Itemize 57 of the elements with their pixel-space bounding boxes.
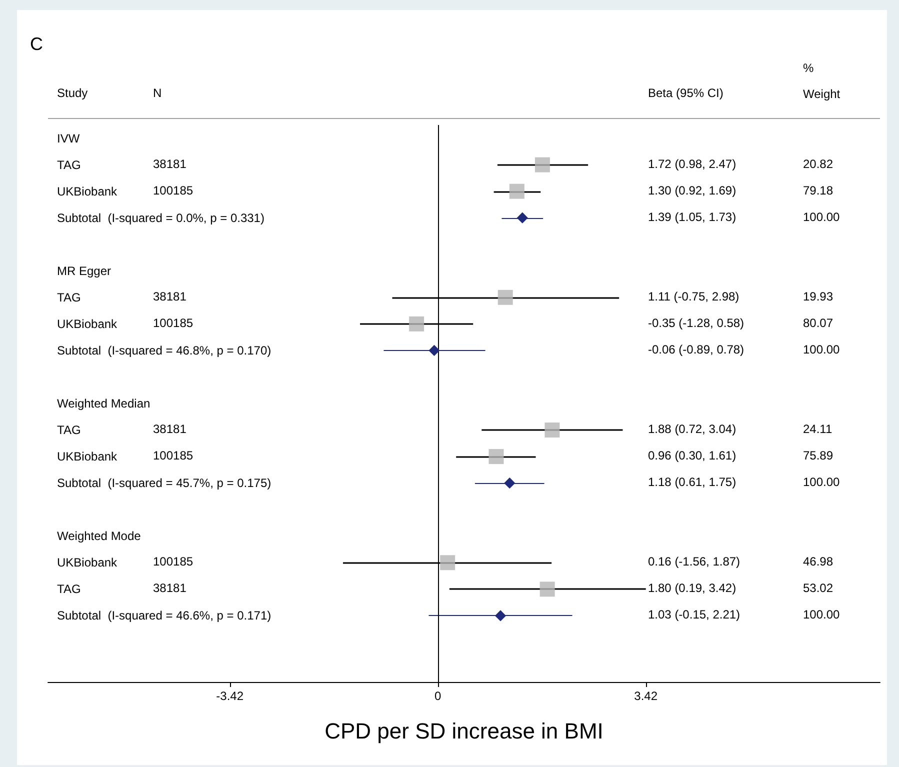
annotation: 1.03 (-0.15, 2.21)	[648, 608, 740, 622]
annotation: 100185	[153, 183, 194, 198]
y-tick-label: UKBiobank	[57, 556, 118, 570]
y2-tick-label: 100.00	[803, 342, 840, 356]
y2-tick-label: 75.89	[803, 448, 834, 463]
y2-tick-label: 19.93	[803, 289, 834, 304]
y-tick-label: TAG	[57, 290, 81, 304]
annotation: 1.30 (0.92, 1.69)	[648, 183, 736, 198]
y-tick-label: TAG	[57, 158, 81, 172]
annotation: 100185	[153, 316, 194, 330]
annotation: 1.18 (0.61, 1.75)	[648, 475, 736, 490]
text: Study	[57, 86, 88, 100]
y2-tick-label: 100.00	[803, 475, 840, 490]
annotation: 100185	[153, 554, 194, 569]
y-tick-label: UKBiobank	[57, 450, 118, 464]
y-tick-label: UKBiobank	[57, 316, 118, 331]
x-tick-label: 0	[434, 689, 442, 703]
y-tick-label: IVW	[57, 131, 80, 146]
text: N	[153, 86, 162, 100]
y2-tick-label: 80.07	[803, 316, 834, 330]
x-tick-label: -3.42	[216, 689, 244, 703]
x-axis-title: CPD per SD increase in BMI	[324, 718, 604, 744]
y2-tick-label: 24.11	[803, 422, 832, 436]
x-tick-label: 3.42	[634, 689, 658, 703]
annotation: 1.39 (1.05, 1.73)	[648, 210, 736, 224]
annotation: -0.35 (-1.28, 0.58)	[648, 316, 744, 330]
y-tick-label: Weighted Median	[57, 396, 150, 410]
y2-tick-label: 100.00	[803, 210, 840, 224]
text: % Weight	[803, 61, 841, 101]
text: C	[30, 34, 43, 54]
annotation: 38181	[153, 581, 187, 596]
y2-tick-label: 100.00	[803, 608, 840, 622]
annotation: 38181	[153, 156, 187, 171]
annotation: 100185	[153, 448, 194, 463]
y-tick-label: UKBiobank	[57, 184, 118, 198]
y2-tick-label: 79.18	[803, 183, 834, 198]
text: Beta (95% CI)	[648, 86, 724, 100]
annotation: 0.96 (0.30, 1.61)	[648, 448, 736, 463]
y-tick-label: Subtotal (I-squared = 0.0%, p = 0.331)	[57, 210, 264, 225]
y-tick-label: Subtotal (I-squared = 45.7%, p = 0.175)	[57, 476, 272, 490]
y-tick-label: Weighted Mode	[57, 529, 142, 544]
y-tick-label: Subtotal (I-squared = 46.6%, p = 0.171)	[57, 608, 272, 623]
annotation: 1.88 (0.72, 3.04)	[648, 422, 736, 436]
annotation: 1.72 (0.98, 2.47)	[648, 156, 736, 171]
annotation: 1.11 (-0.75, 2.98)	[648, 289, 740, 304]
y2-tick-label: 53.02	[803, 581, 834, 596]
annotation: 1.80 (0.19, 3.42)	[648, 581, 736, 596]
annotation: 38181	[153, 422, 187, 436]
y-tick-label: Subtotal (I-squared = 46.8%, p = 0.170)	[57, 343, 272, 358]
annotation: 38181	[153, 289, 187, 304]
annotation: 0.16 (-1.56, 1.87)	[648, 554, 740, 569]
y-tick-label: TAG	[57, 423, 81, 438]
y-tick-label: TAG	[57, 582, 81, 596]
y2-tick-label: 20.82	[803, 156, 834, 171]
annotation: -0.06 (-0.89, 0.78)	[648, 342, 744, 356]
y-tick-label: MR Egger	[57, 264, 112, 278]
y2-tick-label: 46.98	[803, 554, 834, 569]
